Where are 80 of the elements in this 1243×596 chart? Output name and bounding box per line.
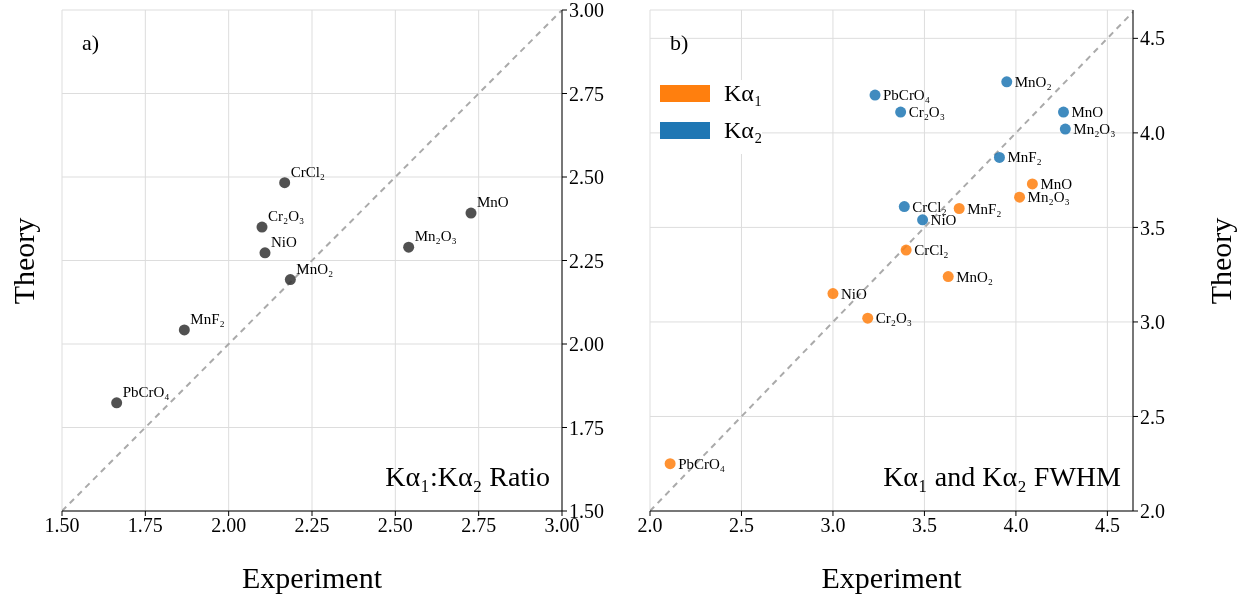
x-tick-label: 3.5 <box>911 514 937 537</box>
annotation: Mn₂O₃ <box>414 228 457 245</box>
annotation: Kα₁:Kα₂ Ratio <box>385 461 550 493</box>
annotation: Cr₂O₃ <box>908 104 945 121</box>
annotation: b) <box>670 30 689 56</box>
y-tick-label: 2.00 <box>569 333 604 356</box>
x-axis-title: Experiment <box>242 561 383 594</box>
annotation: NiO <box>840 285 867 302</box>
y-tick-label: 1.75 <box>569 416 604 439</box>
annotation: Mn₂O₃ <box>1073 121 1116 138</box>
x-tick-label: 2.0 <box>637 514 663 537</box>
point <box>869 89 881 101</box>
point <box>403 241 415 253</box>
x-tick-label: 2.25 <box>294 514 330 537</box>
point <box>1059 123 1071 135</box>
y-tick-label: 2.25 <box>569 249 604 272</box>
point <box>942 271 954 283</box>
annotation: PbCrO₄ <box>122 383 170 400</box>
x-tick-label: 1.75 <box>127 514 163 537</box>
annotation: MnF₂ <box>190 310 225 327</box>
x-tick-label: 3.0 <box>820 514 846 537</box>
annotation: PbCrO₄ <box>678 455 726 472</box>
annotation: MnO₂ <box>1014 73 1052 90</box>
annotation: MnF₂ <box>1007 149 1042 166</box>
y-tick-label: 2.0 <box>1140 500 1165 523</box>
point <box>898 201 910 213</box>
point <box>259 247 271 259</box>
point <box>953 203 965 215</box>
annotation: MnO <box>477 194 509 211</box>
y-axis-title: Theory <box>7 217 41 304</box>
annotation: MnO <box>1040 175 1073 192</box>
y-tick-label: 3.5 <box>1140 216 1165 239</box>
x-tick-label: 2.75 <box>461 514 497 537</box>
x-tick-label: 2.5 <box>728 514 754 537</box>
annotation: Cr₂O₃ <box>875 310 913 327</box>
point <box>1026 178 1038 190</box>
annotation: Mn₂O₃ <box>1027 189 1070 206</box>
y-tick-label: 4.0 <box>1140 121 1165 144</box>
annotation: CrCl₂ <box>290 163 326 180</box>
point <box>178 324 190 336</box>
x-tick-label: 2.50 <box>377 514 413 537</box>
y-tick-label: 2.75 <box>569 82 604 105</box>
point <box>917 214 929 226</box>
y-tick-label: 3.0 <box>1140 311 1165 334</box>
annotation: PbCrO₄ <box>883 87 930 104</box>
point <box>284 274 296 286</box>
point <box>993 151 1005 163</box>
point <box>1001 76 1013 88</box>
legend-label: Kα₂ <box>724 117 763 144</box>
annotation: Cr₂O₃ <box>268 208 305 225</box>
point <box>1014 191 1026 203</box>
legend-label: Kα₁ <box>724 80 763 107</box>
point <box>900 244 912 256</box>
annotation: MnO₂ <box>956 268 994 285</box>
x-tick-label: 4.0 <box>1003 514 1029 537</box>
y-tick-label: 4.5 <box>1140 27 1165 50</box>
x-tick-label: 4.5 <box>1094 514 1120 537</box>
annotation: MnO₂ <box>296 260 334 277</box>
point <box>279 177 291 189</box>
x-tick-label: 1.50 <box>44 514 80 537</box>
point <box>862 312 874 324</box>
y-tick-label: 2.50 <box>569 166 604 189</box>
annotation: Kα₁ and Kα₂ FWHM <box>883 461 1121 493</box>
annotation: MnO <box>1071 104 1104 121</box>
annotation: CrCl₂ <box>914 242 949 259</box>
point <box>465 207 477 219</box>
point <box>1057 106 1069 118</box>
x-tick-label: 2.00 <box>211 514 247 537</box>
annotation: NiO <box>271 233 297 250</box>
y-tick-label: 2.5 <box>1140 405 1165 428</box>
point <box>664 458 676 470</box>
annotation: a) <box>82 30 100 56</box>
point <box>827 288 839 300</box>
point <box>111 397 123 409</box>
y-axis-title: Theory <box>1204 217 1238 304</box>
x-axis-title: Experiment <box>821 561 963 594</box>
y-tick-label: 3.00 <box>569 0 604 22</box>
point <box>256 221 268 233</box>
point <box>895 106 907 118</box>
annotation: MnF₂ <box>967 200 1002 217</box>
